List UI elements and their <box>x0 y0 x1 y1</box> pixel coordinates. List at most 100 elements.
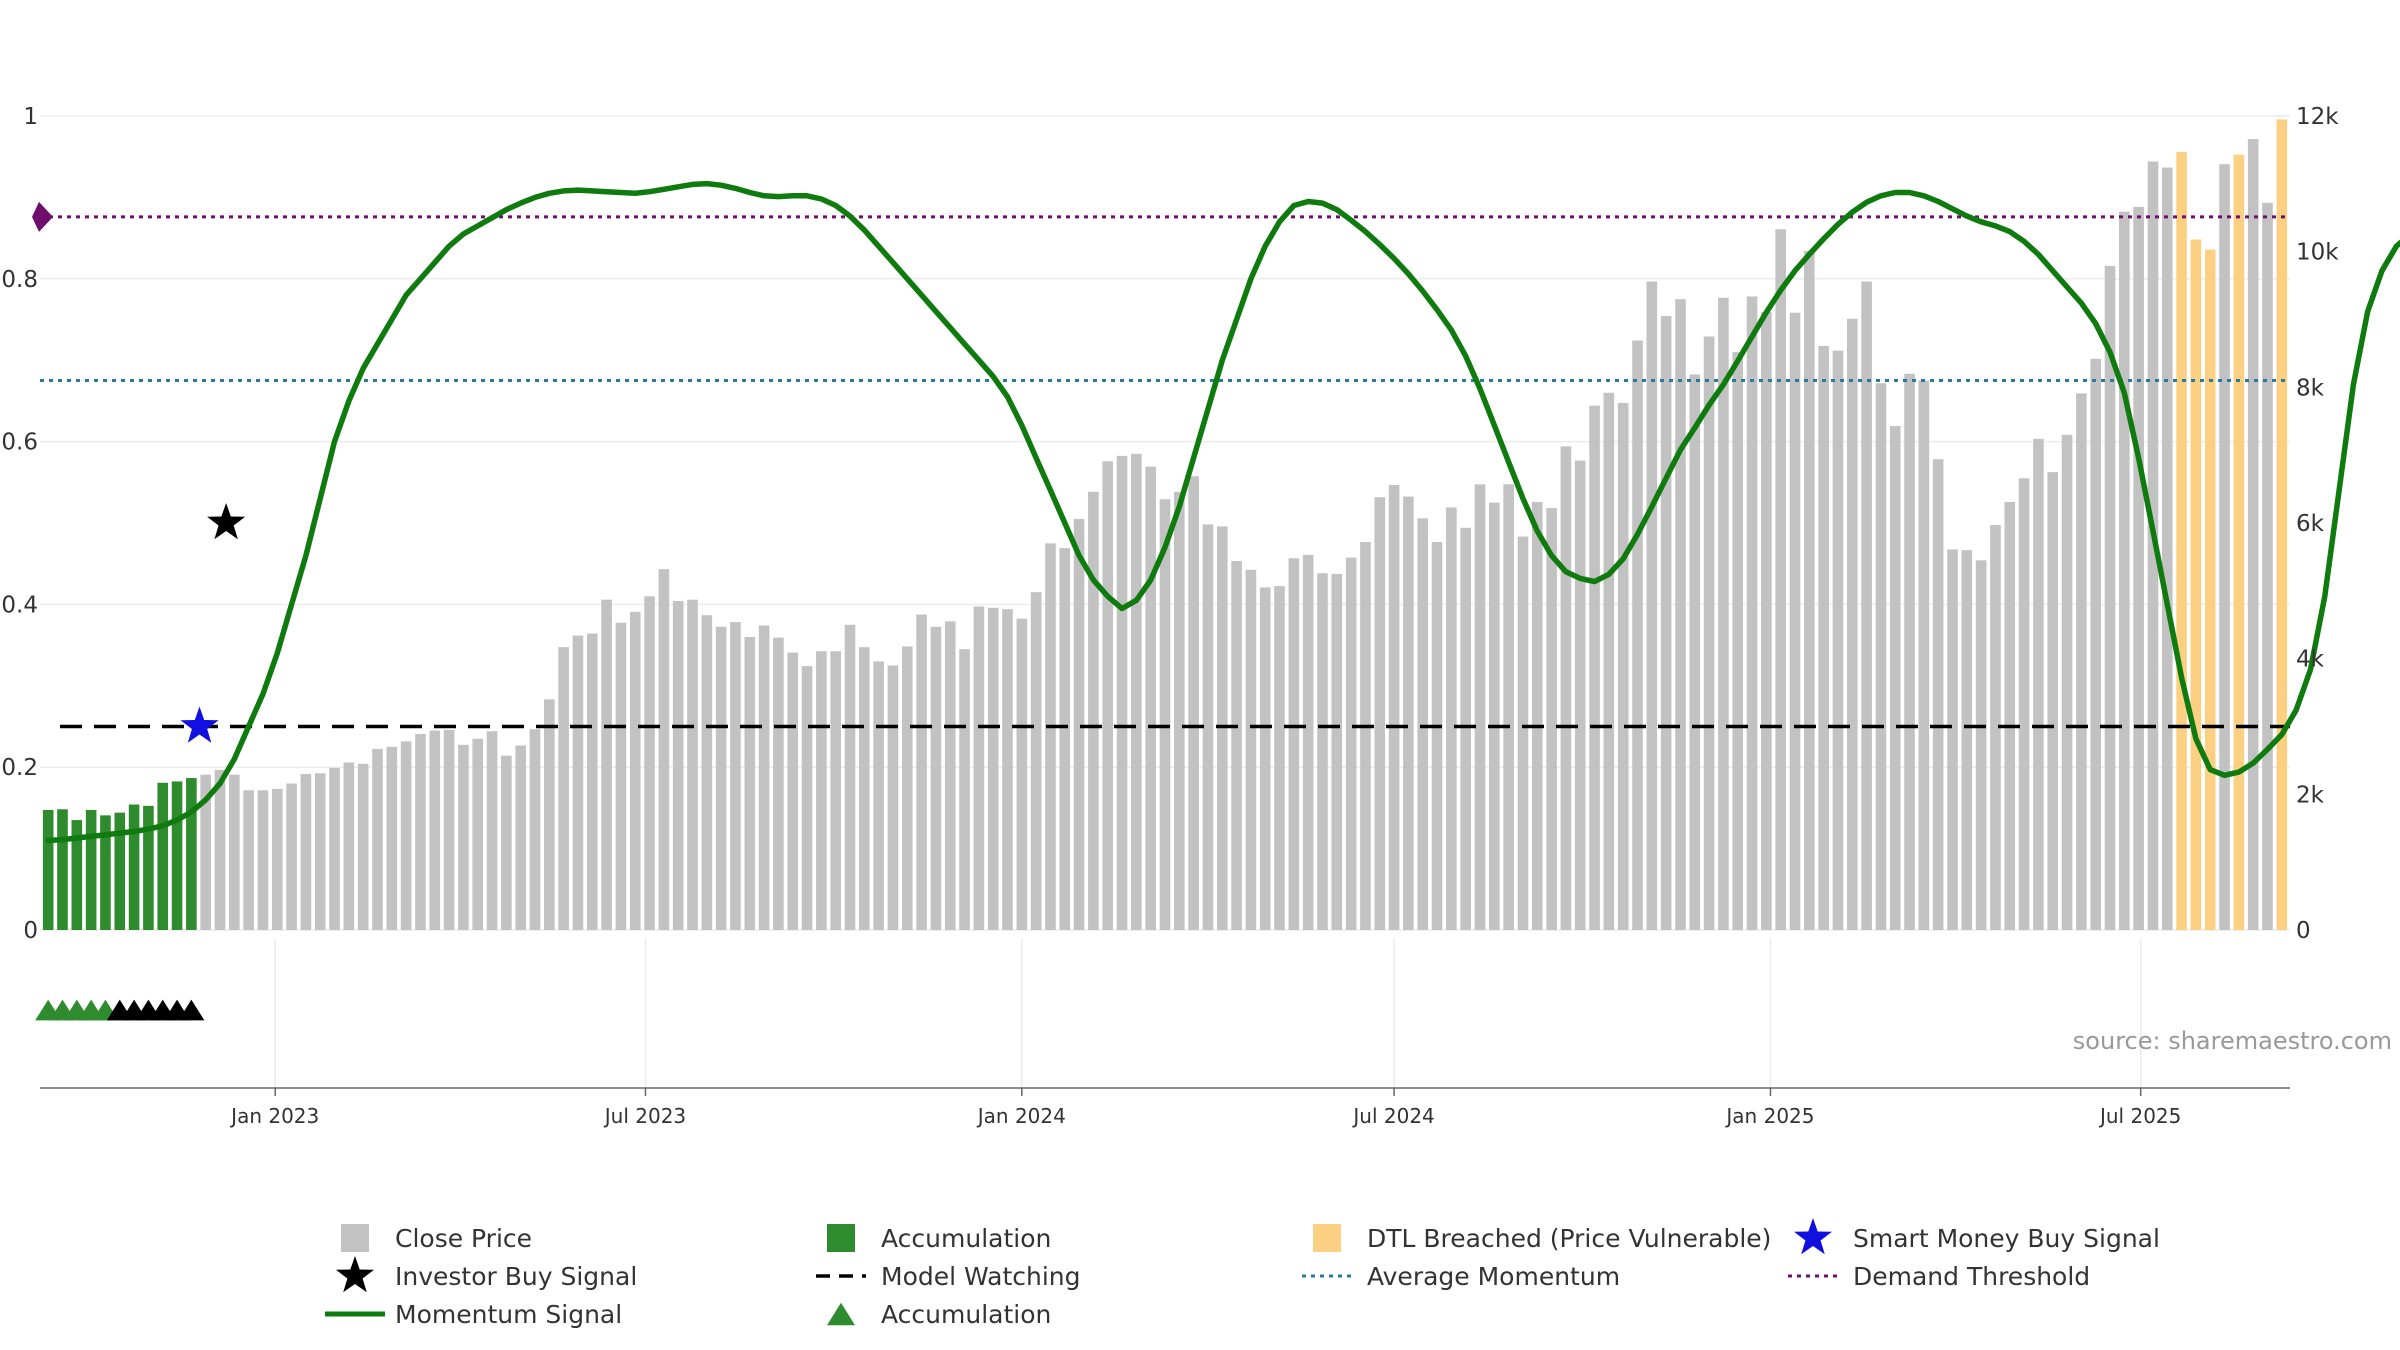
legend-item-accumulation_tri: Accumulation <box>827 1300 1051 1329</box>
y-left-tick-label: 1 <box>23 104 38 130</box>
accumulation-bar <box>143 805 154 930</box>
price-bar <box>2061 434 2073 930</box>
investor-buy-star <box>207 503 246 540</box>
price-bar <box>214 769 226 930</box>
price-bar <box>1374 497 1386 930</box>
price-bar <box>343 762 355 930</box>
price-bar <box>1102 461 1114 930</box>
price-bar <box>1718 297 1729 930</box>
legend-item-demand: Demand Threshold <box>1788 1262 2090 1291</box>
price-bar <box>1675 299 1686 930</box>
price-bar <box>1546 508 1557 930</box>
price-bar <box>1073 518 1085 930</box>
price-bar <box>1474 484 1486 930</box>
x-tick-label: Jul 2023 <box>603 1104 686 1128</box>
price-bar <box>1861 281 1872 931</box>
accumulation-bar <box>85 809 97 930</box>
price-bar <box>1503 484 1514 930</box>
price-bar <box>2104 265 2116 931</box>
price-bar <box>443 729 455 930</box>
price-bar <box>257 790 269 930</box>
price-bar <box>2047 472 2059 930</box>
legend-item-smart_money: Smart Money Buy Signal <box>1794 1218 2160 1255</box>
price-bar <box>1360 541 1371 930</box>
price-bar <box>1288 558 1300 930</box>
price-bar <box>844 624 856 930</box>
price-bar <box>744 636 756 930</box>
price-bar <box>1531 501 1543 930</box>
price-bar <box>243 790 254 930</box>
price-bar <box>429 730 441 930</box>
price-bar <box>1059 548 1071 930</box>
accumulation-bar <box>186 778 197 930</box>
price-bar <box>1904 373 1915 930</box>
momentum-layer <box>45 180 2400 844</box>
price-bar <box>357 763 369 930</box>
price-bar <box>901 646 913 930</box>
legend: Close Price Accumulation DTL Breached (Pri… <box>325 1218 2160 1329</box>
price-bar <box>1030 592 1042 930</box>
price-bar <box>644 596 655 930</box>
x-tick-label: Jul 2024 <box>1351 1104 1434 1128</box>
accumulation-bar <box>57 809 68 930</box>
price-bar <box>1990 525 2001 930</box>
price-bar <box>1846 318 1858 930</box>
x-tick-label: Jan 2025 <box>1724 1104 1814 1128</box>
legend-label: Average Momentum <box>1367 1262 1620 1291</box>
dtl-breached-bar <box>2276 119 2288 931</box>
price-bar <box>1174 491 1185 930</box>
price-bar <box>544 699 555 930</box>
y-left-tick-label: 0.4 <box>1 592 38 618</box>
price-bar <box>1317 573 1328 930</box>
legend-label: Model Watching <box>881 1262 1081 1291</box>
price-bar <box>629 611 641 930</box>
price-bar <box>973 606 985 930</box>
legend-label: Momentum Signal <box>395 1300 622 1329</box>
price-bar <box>529 729 541 930</box>
price-bar <box>1832 350 1844 930</box>
legend-item-close_price: Close Price <box>341 1224 532 1253</box>
price-bar <box>1460 527 1471 930</box>
y-left-tick-label: 0.8 <box>1 267 38 293</box>
price-bar <box>486 731 498 930</box>
price-bar <box>2247 139 2259 930</box>
price-bar <box>916 614 927 930</box>
price-bar <box>1202 524 1214 930</box>
legend-swatch-square <box>827 1224 855 1252</box>
y-left-tick-label: 0 <box>23 918 38 944</box>
dtl-breached-bar <box>2204 249 2216 931</box>
dtl-breached-bar <box>2190 239 2202 930</box>
price-bar <box>1188 476 1199 930</box>
price-bar <box>859 647 870 930</box>
legend-item-model_watching: Model Watching <box>816 1262 1081 1291</box>
y-right-tick-label: 0 <box>2296 918 2311 944</box>
price-bar <box>1388 485 1400 930</box>
source-credit: source: sharemaestro.com <box>2073 1027 2392 1055</box>
legend-swatch-star <box>336 1256 374 1293</box>
accumulation-bar <box>42 809 54 930</box>
legend-swatch-star <box>1794 1218 1832 1255</box>
price-bar <box>2133 206 2144 930</box>
legend-item-investor: Investor Buy Signal <box>336 1256 637 1293</box>
price-bar <box>1617 402 1629 930</box>
price-bar <box>1660 316 1672 930</box>
price-bar <box>672 601 684 930</box>
price-bar <box>773 637 784 930</box>
price-bar <box>1345 557 1357 930</box>
price-bar <box>1489 502 1500 930</box>
y-right-tick-label: 4k <box>2296 647 2325 673</box>
price-bar <box>1446 507 1457 930</box>
price-bar <box>1932 459 1944 930</box>
legend-item-momentum: Momentum Signal <box>325 1300 622 1329</box>
x-tick-label: Jan 2023 <box>229 1104 319 1128</box>
y-right-tick-label: 2k <box>2296 782 2325 808</box>
price-bar <box>987 607 999 930</box>
y-right-tick-label: 8k <box>2296 375 2325 401</box>
price-bar <box>701 615 713 930</box>
price-bar <box>1961 550 1973 930</box>
price-bar <box>615 622 627 930</box>
price-bar <box>2018 478 2030 930</box>
price-bars <box>42 119 2288 931</box>
price-bar <box>687 599 698 930</box>
